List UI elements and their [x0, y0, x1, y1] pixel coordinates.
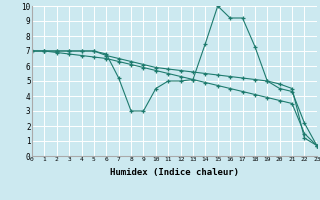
X-axis label: Humidex (Indice chaleur): Humidex (Indice chaleur) [110, 168, 239, 177]
